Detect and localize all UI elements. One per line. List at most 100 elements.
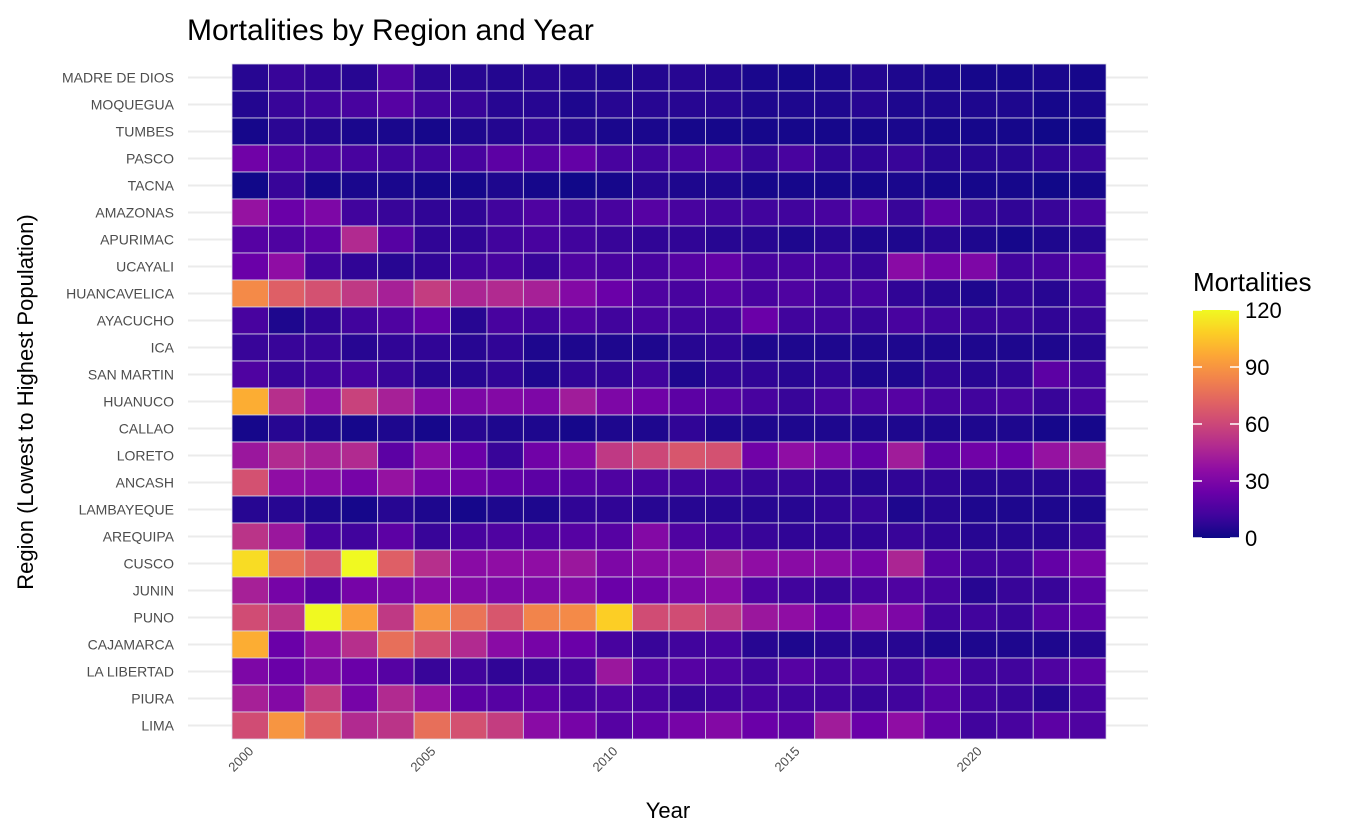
heatmap-cell [340, 225, 379, 254]
heatmap-cell [668, 630, 706, 659]
heatmap-cell [522, 306, 561, 335]
heatmap-cell [632, 279, 670, 308]
heatmap-cell [996, 279, 1034, 308]
heatmap-cell [814, 198, 852, 227]
heatmap-cell [486, 711, 524, 740]
heatmap-cell [340, 468, 379, 497]
heatmap-cell [450, 576, 488, 605]
heatmap-cell [741, 360, 779, 389]
heatmap-cell [559, 549, 597, 578]
heatmap-cell [887, 144, 925, 173]
heatmap-cell [996, 657, 1034, 686]
heatmap-cell [268, 90, 306, 119]
heatmap-cell [850, 549, 888, 578]
heatmap-cell [632, 225, 670, 254]
y-tick-label: PASCO [126, 151, 174, 167]
heatmap-cell [632, 144, 670, 173]
heatmap-cell [705, 657, 743, 686]
heatmap-cell [486, 306, 524, 335]
heatmap-cell [231, 63, 269, 92]
heatmap-cell [486, 360, 524, 389]
heatmap-cell [595, 711, 634, 740]
heatmap-cell [777, 306, 816, 335]
heatmap-cell [923, 225, 961, 254]
heatmap-cell [595, 576, 634, 605]
heatmap-cell [595, 657, 634, 686]
heatmap-cell [632, 657, 670, 686]
heatmap-cell [632, 576, 670, 605]
heatmap-cell [632, 306, 670, 335]
heatmap-cell [960, 90, 998, 119]
heatmap-cell [231, 495, 269, 524]
heatmap-cell [923, 495, 961, 524]
heatmap-cell [996, 198, 1034, 227]
heatmap-cell [304, 576, 342, 605]
heatmap-cell [705, 198, 743, 227]
heatmap-cell [340, 279, 379, 308]
heatmap-cell [960, 279, 998, 308]
heatmap-cell [632, 90, 670, 119]
heatmap-cell [777, 495, 816, 524]
heatmap-cell [741, 225, 779, 254]
heatmap-cell [887, 279, 925, 308]
heatmap-cell [887, 225, 925, 254]
heatmap-cell [741, 198, 779, 227]
heatmap-cell [304, 171, 342, 200]
heatmap-cell [632, 414, 670, 443]
heatmap-cell [304, 279, 342, 308]
heatmap-cell [923, 333, 961, 362]
heatmap-cell [814, 387, 852, 416]
heatmap-cell [377, 252, 415, 281]
heatmap-cell [486, 603, 524, 632]
heatmap-cell [705, 711, 743, 740]
heatmap-cell [923, 117, 961, 146]
heatmap-cell [668, 171, 706, 200]
heatmap-cell [377, 549, 415, 578]
heatmap-cell [741, 684, 779, 713]
heatmap-cell [996, 63, 1034, 92]
heatmap-cell [777, 576, 816, 605]
heatmap-cell [741, 279, 779, 308]
heatmap-cell [595, 495, 634, 524]
heatmap-cell [850, 198, 888, 227]
heatmap-cell [996, 90, 1034, 119]
heatmap-cell [923, 387, 961, 416]
heatmap-cell [1069, 657, 1107, 686]
heatmap-cell [268, 306, 306, 335]
heatmap-cell [668, 225, 706, 254]
heatmap-cell [304, 198, 342, 227]
heatmap-cell [595, 252, 634, 281]
heatmap-cell [668, 576, 706, 605]
heatmap-cell [1032, 387, 1071, 416]
heatmap-cell [887, 198, 925, 227]
heatmap-cell [668, 441, 706, 470]
heatmap-cell [559, 90, 597, 119]
heatmap-cell [996, 711, 1034, 740]
y-axis-title: Region (Lowest to Highest Population) [13, 214, 38, 589]
heatmap-cell [887, 387, 925, 416]
heatmap-cell [996, 144, 1034, 173]
heatmap-cell [887, 522, 925, 551]
heatmap-cell [304, 441, 342, 470]
heatmap-cell [559, 576, 597, 605]
heatmap-cell [923, 360, 961, 389]
heatmap-cell [814, 279, 852, 308]
heatmap-cell [1069, 360, 1107, 389]
y-tick-label: SAN MARTIN [88, 367, 174, 383]
heatmap-cell [231, 117, 269, 146]
heatmap-cell [413, 306, 451, 335]
heatmap-cell [559, 198, 597, 227]
heatmap-cell [668, 360, 706, 389]
heatmap-cell [741, 90, 779, 119]
heatmap-cell [923, 171, 961, 200]
legend-tick-label: 30 [1245, 469, 1269, 494]
heatmap-cell [486, 522, 524, 551]
heatmap-cell [741, 576, 779, 605]
heatmap-cell [705, 684, 743, 713]
y-tick-label: MADRE DE DIOS [62, 70, 174, 86]
heatmap-cell [559, 360, 597, 389]
heatmap-cell [923, 198, 961, 227]
heatmap-cell [850, 684, 888, 713]
heatmap-cell [960, 333, 998, 362]
legend-tick-label: 120 [1245, 298, 1282, 323]
